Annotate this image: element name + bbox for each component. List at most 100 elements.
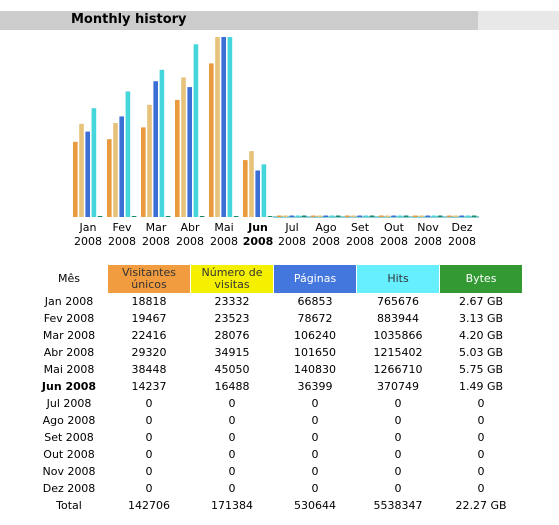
bar-pages-11	[459, 215, 464, 217]
col-header-pages: Páginas	[274, 265, 356, 293]
bar-hits-11	[465, 215, 471, 217]
table-cell: 34915	[214, 346, 250, 359]
x-tick-label: Jul 2008	[275, 221, 309, 249]
bar-pages-9	[391, 215, 396, 217]
table-row: Out 2008 0 0 0 0 0	[31, 447, 522, 463]
table-cell: 14237	[131, 380, 167, 393]
bar-pages-3	[187, 87, 192, 217]
bar-visits-0	[79, 123, 84, 217]
bar-hits-2	[159, 69, 165, 217]
bar-hits-5	[261, 164, 267, 217]
bar-bytes_gb-5	[267, 216, 273, 217]
table-row: Mar 2008 22416 28076 106240 1035866 4.20 GB	[31, 328, 522, 344]
table-cell: 78672	[297, 312, 333, 325]
table-row: Jun 2008 14237 16488 36399 370749 1.49 GB	[31, 379, 522, 395]
table-cell: 1215402	[373, 346, 423, 359]
x-tick-label: Jan 2008	[71, 221, 105, 249]
row-month-label: Out 2008	[43, 448, 95, 461]
bar-hits-8	[363, 215, 369, 217]
x-tick-month: Abr	[180, 221, 200, 234]
table-cell: 0	[228, 431, 236, 444]
bar-pages-6	[289, 215, 294, 217]
bar-visitors-3	[175, 99, 180, 217]
bar-bytes_gb-7	[335, 215, 341, 217]
table-cell: 106240	[294, 329, 336, 342]
total-label: Total	[56, 499, 82, 512]
x-tick-month: Mar	[145, 221, 167, 234]
bar-pages-10	[425, 215, 430, 217]
bar-hits-10	[431, 215, 437, 217]
bar-visits-6	[283, 215, 288, 217]
x-tick-label: Jun 2008	[241, 221, 275, 249]
x-tick-month: Jan	[79, 221, 97, 234]
bar-pages-5	[255, 170, 260, 217]
table-cell: 0	[145, 482, 153, 495]
table-row: Dez 2008 0 0 0 0 0	[31, 481, 522, 497]
table-row: Abr 2008 29320 34915 101650 1215402 5.03 GB	[31, 345, 522, 361]
table-cell: 0	[477, 448, 485, 461]
table-cell: 45050	[214, 363, 250, 376]
bar-visitors-11	[447, 215, 452, 217]
bar-hits-9	[397, 215, 403, 217]
table-row: Jan 2008 18818 23332 66853 765676 2.67 GB	[31, 294, 522, 310]
row-month-label: Dez 2008	[42, 482, 96, 495]
bar-visitors-8	[345, 215, 350, 217]
x-tick-year: 2008	[242, 235, 274, 248]
title-bar-end	[478, 11, 559, 30]
bar-visits-7	[317, 215, 322, 217]
x-tick-year: 2008	[176, 235, 204, 248]
x-tick-year: 2008	[312, 235, 340, 248]
table-cell: 370749	[377, 380, 419, 393]
bar-hits-6	[295, 215, 301, 217]
total-row: Total 142706 171384 530644 5538347 22.27…	[31, 498, 522, 514]
table-row: Fev 2008 19467 23523 78672 883944 3.13 GB	[31, 311, 522, 327]
bar-pages-4	[221, 37, 226, 217]
bar-visits-2	[147, 104, 152, 217]
x-tick-month: Nov	[417, 221, 439, 234]
table-row: Nov 2008 0 0 0 0 0	[31, 464, 522, 480]
bar-visits-10	[419, 215, 424, 217]
x-tick-month: Jun	[248, 221, 268, 234]
row-month-label: Set 2008	[44, 431, 94, 444]
bar-visits-8	[351, 215, 356, 217]
table-header-row: Mês Visitantes únicos Número de visitas …	[31, 265, 522, 293]
table-cell: 0	[228, 397, 236, 410]
x-tick-month: Mai	[214, 221, 234, 234]
bar-hits-4	[227, 37, 233, 217]
table-cell: 0	[145, 414, 153, 427]
table-cell: 0	[145, 397, 153, 410]
bar-bytes_gb-0	[97, 216, 103, 217]
table-cell: 0	[394, 414, 402, 427]
table-cell: 18818	[131, 295, 167, 308]
table-cell: 0	[311, 431, 319, 444]
x-tick-year: 2008	[278, 235, 306, 248]
bar-visitors-9	[379, 215, 384, 217]
bar-hits-3	[193, 44, 199, 217]
x-tick-month: Jul	[285, 221, 299, 234]
bar-pages-8	[357, 215, 362, 217]
col-header-bytes: Bytes	[440, 265, 522, 293]
table-cell: 2.67 GB	[458, 295, 504, 308]
table-cell: 0	[311, 465, 319, 478]
bar-bytes_gb-1	[131, 216, 137, 217]
x-tick-month: Set	[350, 221, 370, 234]
x-tick-month: Dez	[451, 221, 473, 234]
x-tick-year: 2008	[142, 235, 170, 248]
bar-bytes_gb-6	[301, 215, 307, 217]
table-cell: 0	[311, 397, 319, 410]
total-cell: 171384	[211, 499, 253, 512]
bar-bytes_gb-10	[437, 215, 443, 217]
total-cell: 142706	[128, 499, 170, 512]
row-month-label: Nov 2008	[42, 465, 96, 478]
bar-visits-5	[249, 151, 254, 217]
table-cell: 0	[228, 414, 236, 427]
table-cell: 0	[394, 448, 402, 461]
bar-pages-0	[85, 131, 90, 217]
table-cell: 0	[145, 465, 153, 478]
x-tick-year: 2008	[414, 235, 442, 248]
bar-bytes_gb-11	[471, 215, 477, 217]
table-cell: 36399	[297, 380, 333, 393]
bar-bytes_gb-8	[369, 215, 375, 217]
table-cell: 0	[394, 431, 402, 444]
total-cell: 5538347	[373, 499, 423, 512]
